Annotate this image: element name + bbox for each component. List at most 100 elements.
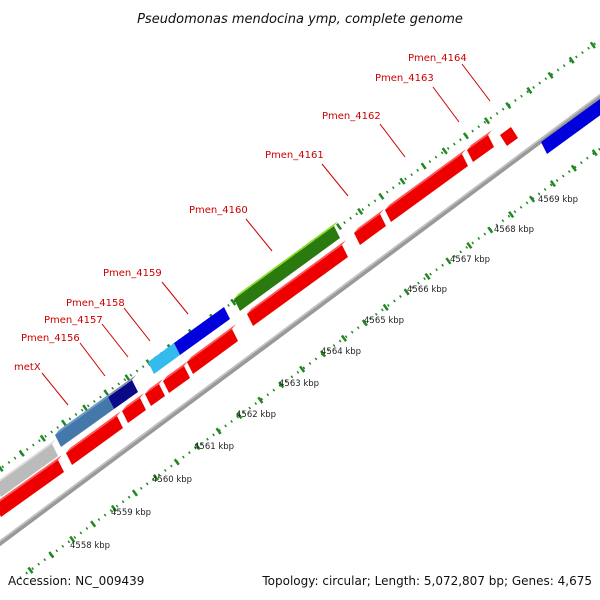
gene-blue-2 xyxy=(541,99,600,154)
inner-tick-12 xyxy=(278,381,285,389)
gene-label-pmen-4161: Pmen_4161 xyxy=(265,150,324,161)
inner-tick-13 xyxy=(299,365,306,373)
outer-tick-5 xyxy=(103,389,110,397)
outer-tick-3 xyxy=(60,419,68,427)
inner-tick-5 xyxy=(131,489,139,497)
gene-label-pmen-4157: Pmen_4157 xyxy=(44,315,103,326)
inner-tick-1 xyxy=(48,551,55,559)
inner-tick-11 xyxy=(257,396,264,404)
inner-tick-25 xyxy=(549,180,557,188)
backbone-highlight xyxy=(0,93,600,543)
accession-text: Accession: NC_009439 xyxy=(8,574,144,588)
inner-tick-2 xyxy=(69,535,76,543)
outer-tick-16 xyxy=(335,222,343,231)
cds-red-1 xyxy=(0,460,64,517)
kbp-label-4568: 4568 kbp xyxy=(494,225,534,235)
reverse-strand-genes xyxy=(0,127,518,517)
gene-label-pmen-4156: Pmen_4156 xyxy=(21,333,80,344)
inner-tick-23 xyxy=(508,210,515,219)
gene-green xyxy=(234,226,340,311)
gene-navy xyxy=(108,380,138,409)
inner-tick-4 xyxy=(110,504,118,512)
inner-tick-8 xyxy=(194,442,201,451)
inner-tick-3 xyxy=(90,520,97,528)
kbp-label-4560: 4560 kbp xyxy=(152,475,192,485)
outer-tick-18 xyxy=(378,192,385,200)
inner-tick-9 xyxy=(215,427,222,435)
inner-tick-15 xyxy=(340,334,348,342)
kbp-label-4567: 4567 kbp xyxy=(450,255,490,265)
inner-tick-18 xyxy=(403,288,410,296)
outer-tick-19 xyxy=(399,177,406,185)
inner-tick-19 xyxy=(424,272,431,280)
inner-tick-21 xyxy=(466,241,473,250)
gene-grey xyxy=(0,444,58,497)
gene-label-pmen-4164: Pmen_4164 xyxy=(408,53,467,64)
inner-tick-20 xyxy=(445,257,452,265)
cds-red-11 xyxy=(500,127,518,146)
cds-red-3 xyxy=(122,398,146,423)
kbp-label-4561: 4561 kbp xyxy=(194,442,234,452)
outer-tick-17 xyxy=(357,207,364,216)
kbp-label-4569: 4569 kbp xyxy=(538,195,578,205)
forward-strand-genes xyxy=(0,99,600,497)
inner-tick-10 xyxy=(236,412,243,420)
inner-tick-0 xyxy=(27,566,34,574)
cds-red-5 xyxy=(163,366,190,393)
gene-label-pmen-4159: Pmen_4159 xyxy=(103,268,162,279)
kbp-label-4566: 4566 kbp xyxy=(407,285,447,295)
outer-tick-11 xyxy=(230,298,237,306)
outer-tick-26 xyxy=(547,71,554,79)
outer-tick-25 xyxy=(526,86,533,95)
inner-tick-16 xyxy=(361,319,368,327)
inner-tick-24 xyxy=(528,195,536,203)
gene-label-pmen-4158: Pmen_4158 xyxy=(66,298,125,309)
inner-tick-6 xyxy=(152,473,159,482)
gene-label-pmen-4160: Pmen_4160 xyxy=(189,205,248,216)
inner-tick-27 xyxy=(591,149,598,157)
cds-red-10 xyxy=(467,135,494,162)
inner-tick-track xyxy=(19,147,600,580)
cds-red-4 xyxy=(145,384,165,406)
outer-tick-2 xyxy=(39,434,46,442)
inner-tick-26 xyxy=(570,164,577,172)
kbp-labels: 4558 kbp 4559 kbp 4560 kbp 4561 kbp 4562… xyxy=(70,195,578,551)
kbp-label-4565: 4565 kbp xyxy=(364,316,404,326)
topology-text: Topology: circular; Length: 5,072,807 bp… xyxy=(261,574,592,588)
cds-red-6 xyxy=(187,329,238,374)
kbp-label-4562: 4562 kbp xyxy=(236,410,276,420)
map-title: Pseudomonas mendocina ymp, complete geno… xyxy=(137,12,463,27)
outer-tick-1 xyxy=(18,449,25,457)
cds-red-9 xyxy=(385,154,468,222)
outer-tick-0 xyxy=(0,465,4,473)
gene-blue-1 xyxy=(174,307,230,355)
outer-tick-6 xyxy=(124,374,131,382)
inner-tick-22 xyxy=(487,226,494,234)
genome-backbone xyxy=(0,93,600,547)
kbp-label-4564: 4564 kbp xyxy=(321,347,361,357)
outer-tick-21 xyxy=(441,147,448,155)
gene-steelblue xyxy=(55,397,114,447)
gene-label-pmen-4163: Pmen_4163 xyxy=(375,73,434,84)
backbone-line xyxy=(0,93,600,547)
outer-tick-27 xyxy=(568,56,575,64)
outer-tick-4 xyxy=(82,404,89,412)
cds-red-7 xyxy=(247,245,348,326)
gene-label-metx: metX xyxy=(14,362,41,373)
cds-red-2 xyxy=(66,416,123,465)
gene-lightblue xyxy=(148,343,180,374)
outer-tick-23 xyxy=(483,117,491,125)
inner-tick-17 xyxy=(382,303,389,311)
inner-major-ticks xyxy=(27,149,598,574)
kbp-label-4563: 4563 kbp xyxy=(279,379,319,389)
outer-tick-22 xyxy=(462,132,470,140)
gene-label-leaders xyxy=(41,63,491,406)
gene-label-pmen-4162: Pmen_4162 xyxy=(322,111,381,122)
outer-tick-28 xyxy=(589,41,596,49)
kbp-label-4559: 4559 kbp xyxy=(111,508,151,518)
kbp-label-4558: 4558 kbp xyxy=(70,541,110,551)
inner-tick-14 xyxy=(319,350,327,358)
outer-tick-20 xyxy=(420,162,427,170)
